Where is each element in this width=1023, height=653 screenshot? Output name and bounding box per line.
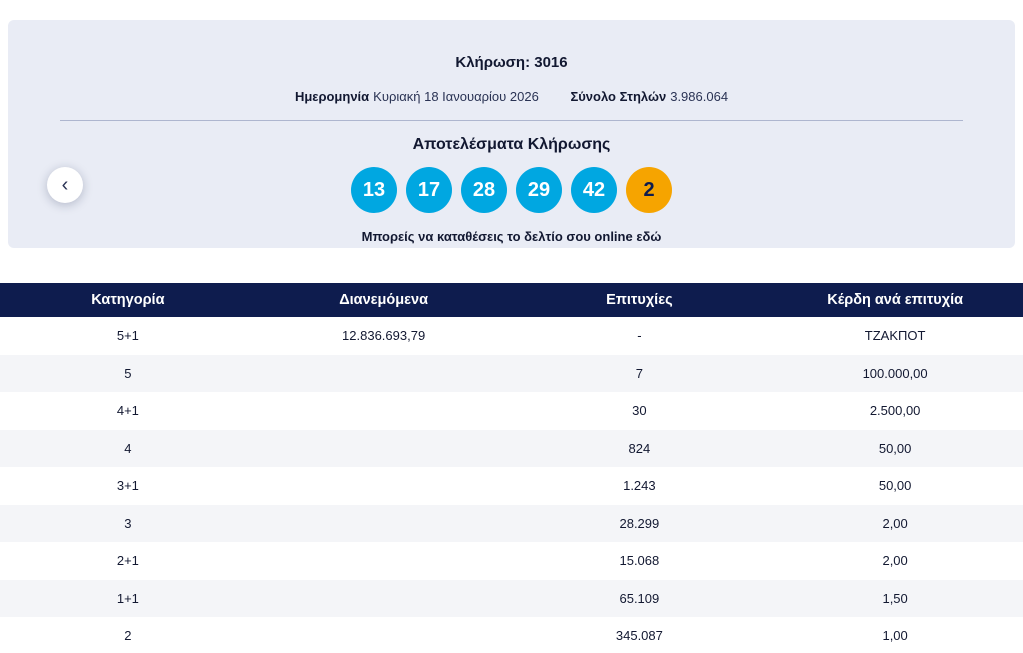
table-row: 4+1 30 2.500,00 xyxy=(0,392,1023,430)
column-header: Επιτυχίες xyxy=(511,283,768,317)
table-header: Κατηγορία Διανεμόμενα Επιτυχίες Κέρδη ανά ε… xyxy=(0,283,1023,317)
column-header: Κατηγορία xyxy=(0,283,256,317)
table-cell: 1.243 xyxy=(623,478,656,494)
winning-numbers: 13 17 28 29 42 2 xyxy=(8,167,1015,213)
table-cell: 2,00 xyxy=(882,515,908,531)
table-cell: 2 xyxy=(124,628,132,644)
draw-date-value: Κυριακή 18 Ιανουαρίου 2026 xyxy=(373,89,539,104)
table-cell: 5+1 xyxy=(116,328,139,344)
table-cell: ΤΖΑΚΠΟΤ xyxy=(864,328,926,344)
draw-number: 3016 xyxy=(534,54,568,71)
table-cell xyxy=(256,542,512,580)
winning-number-ball: 29 xyxy=(516,167,562,213)
table-row: 3+1 1.243 50,00 xyxy=(0,467,1023,505)
table-cell: 4+1 xyxy=(116,403,139,419)
divider xyxy=(60,120,963,121)
previous-draw-button[interactable]: ‹ xyxy=(47,167,83,203)
table-cell: 2.500,00 xyxy=(869,403,921,419)
draw-date-label: Ημερομηνία xyxy=(294,89,370,104)
table-body: 5+1 12.836.693,79 - ΤΖΑΚΠΟΤ 5 7 100.000,00 4+1 3… xyxy=(0,317,1023,653)
table-cell: 3 xyxy=(124,515,132,531)
winning-number-ball: 13 xyxy=(351,167,397,213)
column-header: Διανεμόμενα xyxy=(255,283,512,317)
table-row: 5 7 100.000,00 xyxy=(0,354,1023,393)
table-cell: - xyxy=(637,328,642,344)
table-cell: 100.000,00 xyxy=(862,365,928,381)
table-cell xyxy=(256,430,512,468)
column-header: Κέρδη ανά επιτυχία xyxy=(767,283,1023,317)
table-row: 2 345.087 1,00 xyxy=(0,617,1023,653)
table-cell xyxy=(256,505,512,543)
table-header-row: Κατηγορία Διανεμόμενα Επιτυχίες Κέρδη ανά ε… xyxy=(0,283,1023,317)
table-cell: 30 xyxy=(632,403,647,419)
draw-meta: Ημερομηνία Κυριακή 18 Ιανουαρίου 2026 Σύν… xyxy=(8,89,1015,104)
results-heading: Αποτελέσματα Κλήρωσης xyxy=(412,136,611,153)
total-columns: Σύνολο Στηλών 3.986.064 xyxy=(570,89,728,104)
table-cell xyxy=(256,467,512,505)
table-cell xyxy=(256,617,512,653)
draw-title-label: Κλήρωση: xyxy=(455,54,531,71)
table-cell: 65.109 xyxy=(619,590,660,606)
joker-number-ball: 2 xyxy=(626,167,672,213)
table-row: 2+1 15.068 2,00 xyxy=(0,542,1023,580)
winning-number-ball: 42 xyxy=(571,167,617,213)
table-cell: 15.068 xyxy=(619,553,660,569)
table-cell: 50,00 xyxy=(878,478,912,494)
cta-text: Μπορείς να καταθέσεις το δελτίο σου onli… xyxy=(361,229,633,244)
table-row: 1+1 65.109 1,50 xyxy=(0,579,1023,618)
table-cell: 7 xyxy=(635,365,643,381)
winning-number-ball: 17 xyxy=(406,167,452,213)
draw-date: Ημερομηνία Κυριακή 18 Ιανουαρίου 2026 xyxy=(295,89,543,104)
table-cell: 1,50 xyxy=(882,590,908,606)
submit-online-cta: Μπορείς να καταθέσεις το δελτίο σου onli… xyxy=(8,229,1015,244)
table-cell: 2,00 xyxy=(882,553,908,569)
chevron-left-icon: ‹ xyxy=(61,174,69,196)
draw-title: Κλήρωση: 3016 xyxy=(8,20,1015,71)
table-cell xyxy=(256,580,512,618)
table-cell: 50,00 xyxy=(878,440,912,456)
draw-results-card: Κλήρωση: 3016 Ημερομηνία Κυριακή 18 Ιανου… xyxy=(8,20,1015,248)
table-cell: 12.836.693,79 xyxy=(342,328,426,344)
table-cell: 1,00 xyxy=(882,628,908,644)
table-cell: 28.299 xyxy=(619,515,660,531)
table-cell: 5 xyxy=(124,365,132,381)
table-cell: 3+1 xyxy=(116,478,139,494)
winning-number-ball: 28 xyxy=(461,167,507,213)
table-cell xyxy=(256,392,512,430)
cta-here-link[interactable]: εδώ xyxy=(636,229,662,244)
table-row: 3 28.299 2,00 xyxy=(0,504,1023,543)
table-row: 5+1 12.836.693,79 - ΤΖΑΚΠΟΤ xyxy=(0,317,1023,355)
table-cell: 1+1 xyxy=(116,590,139,606)
table-row: 4 824 50,00 xyxy=(0,429,1023,468)
total-columns-label: Σύνολο Στηλών xyxy=(570,89,667,104)
table-cell: 4 xyxy=(124,440,132,456)
table-cell: 824 xyxy=(628,440,651,456)
total-columns-value: 3.986.064 xyxy=(670,89,729,104)
prize-categories-table: Κατηγορία Διανεμόμενα Επιτυχίες Κέρδη ανά ε… xyxy=(0,283,1023,653)
table-cell: 345.087 xyxy=(615,628,663,644)
table-cell: 2+1 xyxy=(116,553,139,569)
table-cell xyxy=(256,355,512,393)
